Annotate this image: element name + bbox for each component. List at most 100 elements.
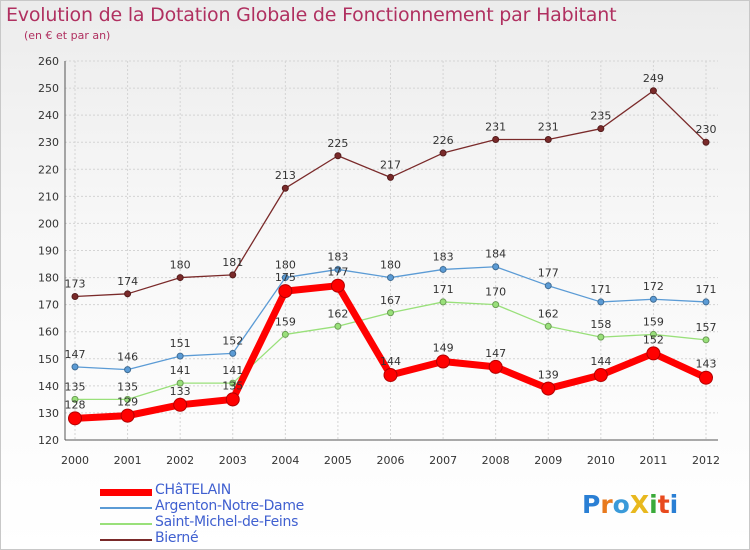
data-label-saint-michel-de-feins: 141 (170, 364, 191, 377)
data-point-saint-michel-de-feins (702, 336, 710, 344)
chart-subtitle: (en € et par an) (24, 29, 111, 42)
data-label-biern: 213 (275, 169, 296, 182)
legend-label: CHâTELAIN (155, 482, 231, 498)
data-label-argenton-notre-dame: 152 (222, 334, 243, 347)
data-point-biern (281, 184, 289, 192)
data-point-argenton-notre-dame (281, 274, 289, 282)
data-label-saint-michel-de-feins: 157 (696, 321, 717, 334)
logo-letter: o (612, 490, 630, 519)
y-tick-label: 240 (38, 109, 59, 122)
y-tick-label: 140 (38, 380, 59, 393)
data-point-biern (387, 173, 394, 181)
data-label-argenton-notre-dame: 180 (380, 259, 401, 272)
data-point-saint-michel-de-feins (439, 298, 447, 306)
data-point-ch-telain (436, 354, 451, 369)
data-label-biern: 181 (222, 256, 243, 269)
legend-label: Argenton-Notre-Dame (155, 498, 304, 514)
x-tick-label: 2011 (639, 454, 667, 467)
proxiti-logo: ProXiti (582, 490, 678, 519)
data-point-saint-michel-de-feins (281, 330, 289, 338)
data-label-ch-telain: 177 (327, 266, 348, 279)
data-label-biern: 231 (485, 121, 506, 134)
data-label-ch-telain: 144 (590, 355, 611, 368)
data-label-saint-michel-de-feins: 158 (590, 318, 611, 331)
data-label-argenton-notre-dame: 171 (696, 283, 717, 296)
logo-letter: i (649, 490, 658, 519)
data-label-ch-telain: 128 (65, 398, 86, 411)
data-point-saint-michel-de-feins (544, 322, 552, 330)
data-label-argenton-notre-dame: 151 (170, 337, 191, 350)
data-point-biern (334, 152, 342, 160)
data-point-biern (492, 136, 500, 144)
data-label-argenton-notre-dame: 172 (643, 280, 664, 293)
data-point-biern (439, 149, 447, 157)
data-label-saint-michel-de-feins: 170 (485, 286, 506, 299)
data-point-ch-telain (541, 381, 556, 396)
data-point-biern (229, 271, 237, 279)
series-layer (68, 87, 713, 426)
legend-swatch (100, 507, 152, 509)
data-label-biern: 174 (117, 275, 138, 288)
data-point-ch-telain (646, 346, 661, 361)
data-label-ch-telain: 147 (485, 347, 506, 360)
x-tick-label: 2004 (271, 454, 299, 467)
data-point-argenton-notre-dame (387, 274, 394, 282)
data-label-ch-telain: 175 (275, 271, 296, 284)
data-label-biern: 230 (696, 123, 717, 136)
data-point-argenton-notre-dame (229, 349, 237, 357)
data-point-argenton-notre-dame (71, 363, 79, 371)
grid-layer (65, 60, 718, 441)
data-label-argenton-notre-dame: 171 (590, 283, 611, 296)
y-tick-label: 130 (38, 407, 59, 420)
data-point-biern (649, 87, 657, 95)
data-label-ch-telain: 152 (643, 333, 664, 346)
data-label-ch-telain: 143 (696, 358, 717, 371)
data-label-biern: 249 (643, 72, 664, 85)
y-tick-label: 260 (38, 55, 59, 68)
x-tick-label: 2007 (429, 454, 457, 467)
data-point-saint-michel-de-feins (124, 395, 132, 403)
data-point-ch-telain (488, 359, 503, 374)
x-tick-label: 2005 (324, 454, 352, 467)
logo-letter: r (600, 490, 613, 519)
x-tick-label: 2009 (534, 454, 562, 467)
y-tick-label: 250 (38, 82, 59, 95)
data-label-ch-telain: 129 (117, 396, 138, 409)
data-label-ch-telain: 149 (433, 341, 454, 354)
data-point-ch-telain (120, 408, 135, 423)
data-point-biern (597, 125, 605, 133)
x-tick-label: 2006 (377, 454, 405, 467)
axis-layer: 120 130 140 150 160 170 180 190 200 210 220 230 240 2… (38, 55, 720, 467)
legend-label: Bierné (155, 530, 199, 546)
data-label-argenton-notre-dame: 146 (117, 351, 138, 364)
data-point-biern (702, 138, 710, 146)
data-point-argenton-notre-dame (649, 295, 657, 303)
y-tick-label: 210 (38, 190, 59, 203)
data-label-argenton-notre-dame: 177 (538, 267, 559, 280)
data-point-argenton-notre-dame (439, 265, 447, 273)
legend-label: Saint-Michel-de-Feins (155, 514, 299, 530)
data-point-argenton-notre-dame (492, 263, 500, 271)
data-label-biern: 180 (170, 259, 191, 272)
data-label-saint-michel-de-feins: 162 (538, 307, 559, 320)
y-tick-label: 220 (38, 163, 59, 176)
x-tick-label: 2012 (692, 454, 720, 467)
data-point-saint-michel-de-feins (597, 333, 605, 341)
data-point-biern (544, 136, 552, 144)
data-point-saint-michel-de-feins (71, 395, 79, 403)
x-tick-label: 2010 (587, 454, 615, 467)
logo-letter: X (629, 490, 650, 519)
data-point-argenton-notre-dame (597, 298, 605, 306)
data-label-saint-michel-de-feins: 135 (117, 380, 138, 393)
x-tick-label: 2008 (482, 454, 510, 467)
data-point-biern (71, 293, 79, 301)
data-label-saint-michel-de-feins: 135 (65, 380, 86, 393)
data-label-ch-telain: 135 (222, 379, 243, 392)
data-point-argenton-notre-dame (544, 282, 552, 290)
data-label-biern: 235 (590, 110, 611, 123)
y-tick-label: 160 (38, 326, 59, 339)
data-point-ch-telain (173, 397, 188, 412)
data-point-saint-michel-de-feins (387, 309, 394, 317)
data-label-saint-michel-de-feins: 141 (222, 364, 243, 377)
